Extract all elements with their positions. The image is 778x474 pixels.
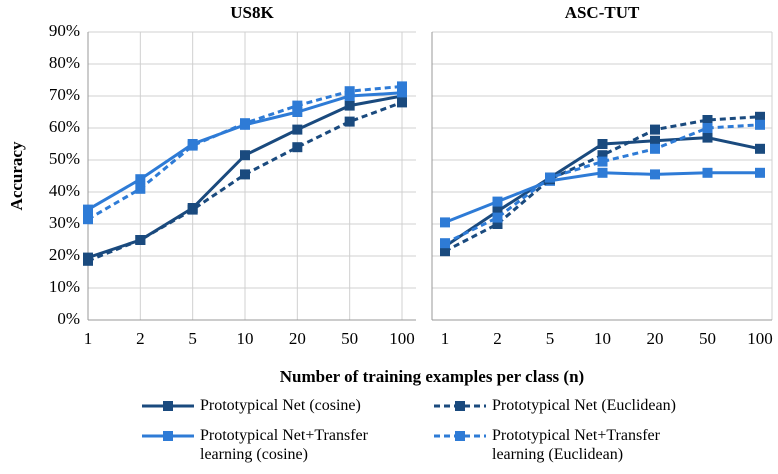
marker: [755, 119, 765, 130]
series-line: [444, 115, 761, 253]
x-tick-label: 2: [493, 329, 502, 348]
x-axis-label: Number of training examples per class (n…: [280, 367, 584, 386]
marker: [240, 169, 250, 180]
marker: [292, 124, 303, 135]
marker: [292, 107, 303, 117]
marker: [135, 174, 146, 185]
y-tick-label: 0%: [57, 309, 80, 328]
x-tick-label: 1: [84, 329, 93, 348]
legend-swatch: [142, 401, 194, 411]
y-tick-label: 50%: [49, 149, 80, 168]
marker: [650, 143, 660, 154]
marker: [650, 135, 660, 146]
legend-item: Prototypical Net (cosine): [140, 396, 420, 416]
marker: [597, 150, 608, 161]
x-tick-label: 1: [441, 329, 450, 348]
marker: [397, 97, 407, 108]
panel-title: ASC-TUT: [565, 3, 640, 22]
marker: [292, 142, 303, 153]
y-axis-label: Accuracy: [7, 141, 26, 210]
legend-item: Prototypical Net+Transfer learning (Eucl…: [432, 426, 682, 464]
marker: [492, 206, 503, 217]
legend-label: Prototypical Net (Euclidean): [492, 397, 676, 414]
marker: [650, 169, 660, 180]
y-tick-label: 10%: [49, 277, 80, 296]
legend-marker: [455, 431, 465, 441]
marker: [702, 132, 713, 143]
legend-swatch: [142, 431, 194, 441]
marker: [135, 183, 146, 194]
x-tick-label: 20: [647, 329, 664, 348]
x-tick-label: 10: [237, 329, 254, 348]
legend-marker: [163, 431, 173, 441]
x-tick-label: 10: [594, 329, 611, 348]
y-tick-label: 90%: [49, 21, 80, 40]
marker: [344, 100, 355, 111]
legend-swatch: [434, 431, 486, 441]
y-tick-label: 30%: [49, 213, 80, 232]
marker: [240, 118, 250, 129]
legend-item: Prototypical Net+Transfer learning (cosi…: [140, 426, 390, 464]
marker: [83, 214, 93, 225]
marker: [440, 238, 450, 249]
legend-item: Prototypical Net (Euclidean): [432, 396, 712, 416]
legend-label: Prototypical Net+Transfer learning (cosi…: [200, 427, 368, 463]
marker: [702, 115, 713, 125]
legend-marker: [455, 401, 465, 411]
marker: [135, 235, 146, 245]
marker: [344, 116, 355, 127]
marker: [597, 167, 608, 178]
x-tick-label: 2: [136, 329, 145, 348]
x-tick-label: 5: [546, 329, 555, 348]
marker: [397, 81, 407, 92]
marker: [187, 140, 198, 151]
legend-swatch: [434, 401, 486, 411]
marker: [702, 167, 713, 178]
panel-title: US8K: [230, 3, 274, 22]
marker: [83, 255, 93, 266]
marker: [492, 212, 503, 223]
marker: [440, 246, 450, 257]
y-tick-label: 20%: [49, 245, 80, 264]
marker: [292, 100, 303, 111]
legend-label: Prototypical Net (cosine): [200, 397, 361, 414]
marker: [83, 204, 93, 215]
y-tick-label: 80%: [49, 53, 80, 72]
marker: [597, 156, 608, 167]
marker: [755, 167, 765, 178]
legend-marker: [163, 401, 173, 411]
marker: [545, 172, 555, 183]
marker: [755, 111, 765, 122]
x-tick-label: 50: [699, 329, 716, 348]
chart: Accuracy Number of training examples per…: [7, 3, 773, 386]
x-tick-label: 50: [341, 329, 358, 348]
y-tick-label: 70%: [49, 85, 80, 104]
marker: [397, 87, 407, 98]
legend-label: Prototypical Net+Transfer learning (Eucl…: [492, 427, 660, 463]
marker: [344, 86, 355, 97]
x-tick-label: 100: [389, 329, 415, 348]
marker: [702, 123, 713, 133]
y-tick-label: 40%: [49, 181, 80, 200]
x-tick-label: 5: [188, 329, 197, 348]
marker: [492, 196, 503, 207]
marker: [597, 139, 608, 149]
marker: [650, 124, 660, 135]
x-tick-label: 100: [747, 329, 773, 348]
marker: [440, 217, 450, 228]
marker: [240, 150, 250, 161]
marker: [755, 143, 765, 154]
marker: [187, 204, 198, 215]
y-tick-label: 60%: [49, 117, 80, 136]
x-tick-label: 20: [289, 329, 306, 348]
marker: [492, 219, 503, 229]
